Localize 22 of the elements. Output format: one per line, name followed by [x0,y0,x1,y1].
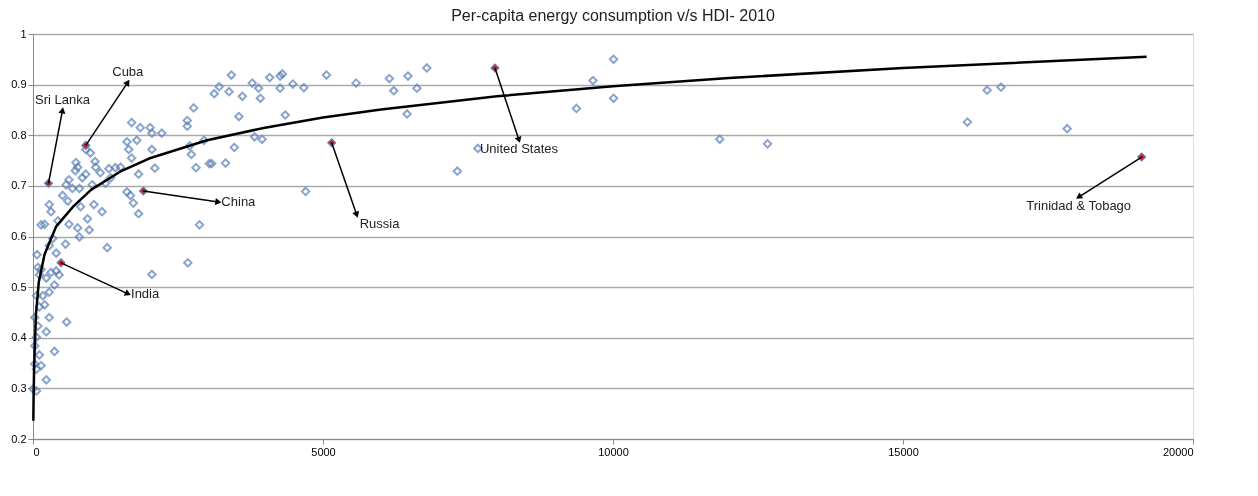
x-tick-label: 15000 [888,445,919,458]
annotation: Russia [359,215,401,231]
annotation: Sri Lanka [35,92,91,108]
y-tick-label: 0.4 [11,331,27,344]
y-tick-label: 0.2 [11,432,27,445]
annotation: China [221,193,257,209]
y-tick-label: 0.5 [11,280,27,293]
y-tick-label: 0.7 [11,179,27,192]
x-tick-label: 5000 [311,445,336,458]
y-tick-label: 0.3 [11,381,27,394]
x-tick-label: 20000 [1162,445,1194,458]
annotation: Trinidad & Tobago [1026,198,1132,214]
annotation: Cuba [112,64,145,80]
y-tick-label: 0.6 [11,230,27,242]
y-tick-label: 0.9 [11,78,27,91]
x-tick-label: 10000 [598,445,629,458]
chart-title: Per-capita energy consumption v/s HDI- 2010 [451,7,775,24]
annotation: India [131,285,160,301]
y-tick-label: 0.8 [11,128,27,141]
x-tick-label: 0 [33,445,40,458]
y-tick-label: 1 [20,27,27,40]
annotation: United States [479,140,559,156]
